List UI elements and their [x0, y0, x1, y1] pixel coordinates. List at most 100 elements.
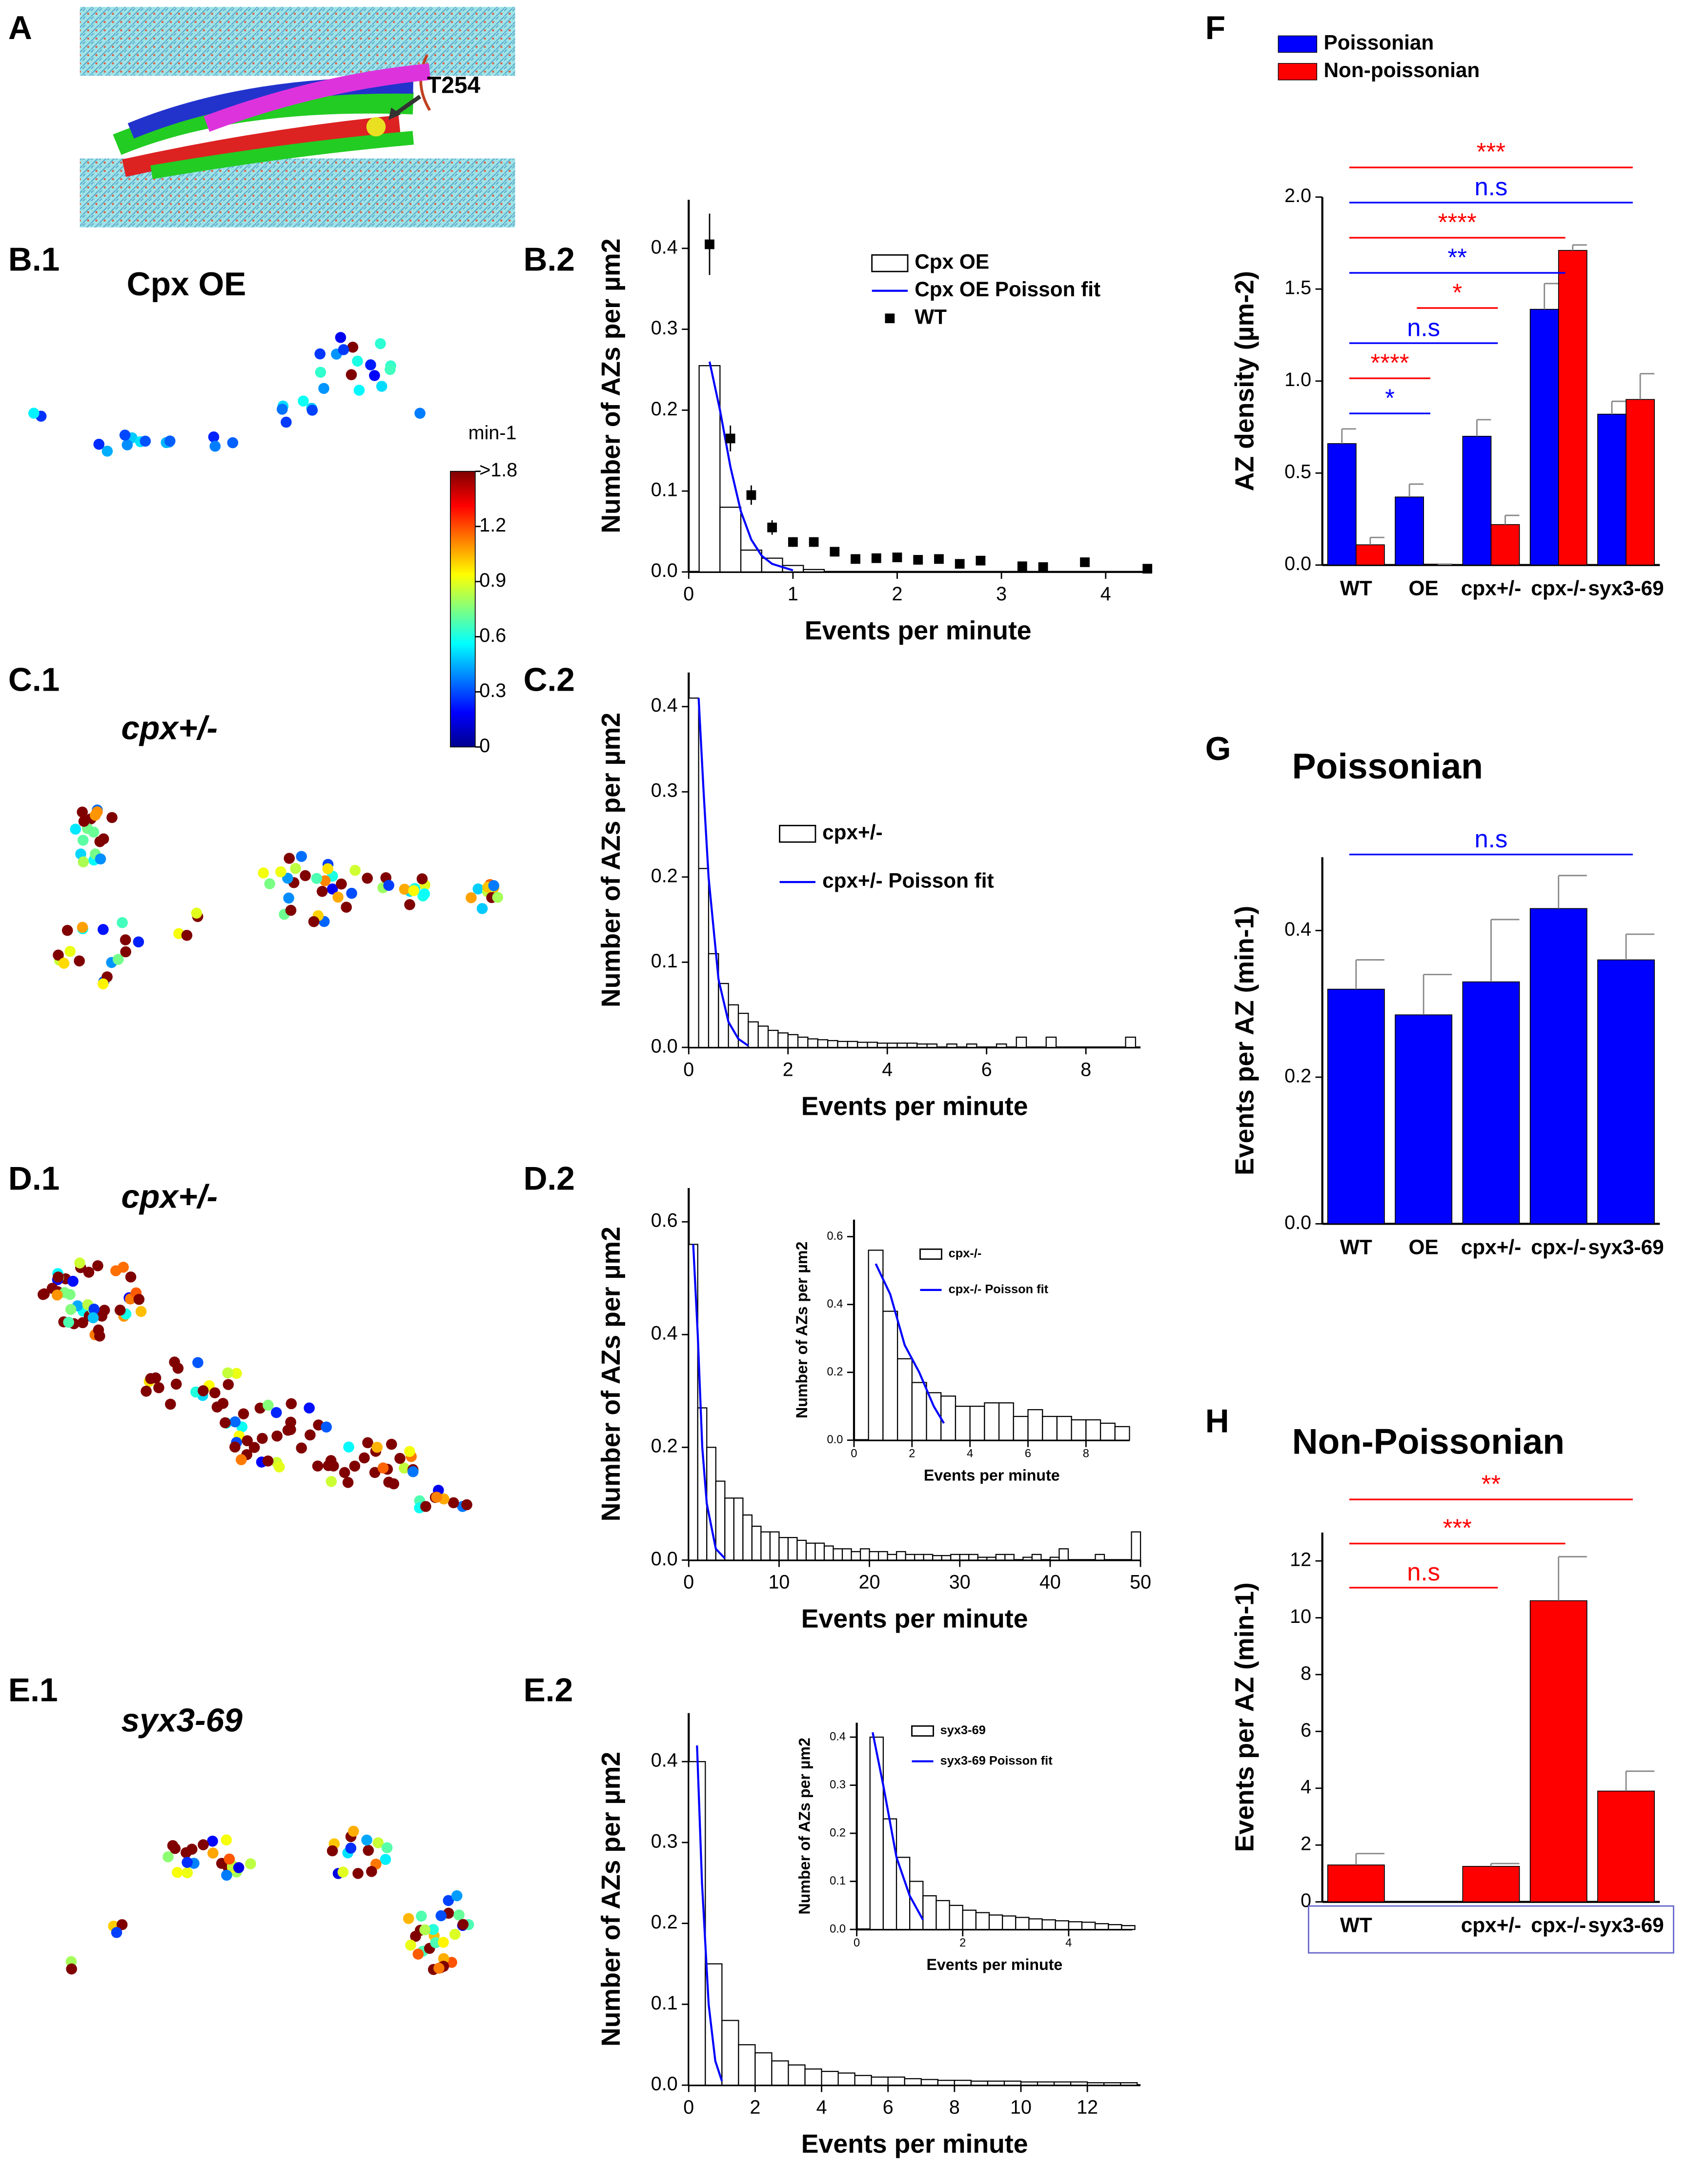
bar	[986, 1557, 996, 1561]
az-dot	[285, 1398, 297, 1410]
az-dot	[362, 873, 373, 884]
az-dot	[220, 1417, 231, 1429]
bar	[787, 1537, 798, 1561]
x-tick-label: OE	[1409, 577, 1439, 600]
bar	[887, 2076, 905, 2086]
bar	[1022, 1557, 1033, 1561]
az-dot	[221, 1834, 232, 1845]
marker	[871, 553, 881, 563]
bar	[996, 1043, 1007, 1048]
az-dot	[94, 836, 106, 847]
panel-a-image	[80, 7, 515, 227]
marker	[1017, 561, 1027, 572]
bar	[1058, 1548, 1069, 1561]
marker	[725, 433, 735, 444]
az-dot	[169, 1843, 181, 1854]
y-axis-label: AZ density (µm-2)	[1230, 271, 1260, 491]
x-tick-label: 3	[996, 583, 1007, 605]
az-dot	[64, 1289, 76, 1300]
az-dot	[65, 1304, 77, 1315]
y-tick-label: 10	[1290, 1606, 1311, 1627]
y-tick-label: 0.0	[651, 1035, 678, 1057]
colorbar-tick-label: >1.8	[479, 459, 517, 481]
bar	[1490, 524, 1520, 566]
az-dot	[376, 381, 387, 392]
colorbar-tick-label: 0.3	[479, 680, 506, 701]
az-dot	[300, 870, 311, 881]
x-tick-label: 1	[788, 583, 798, 605]
y-tick-label: 0.3	[651, 780, 678, 801]
bar	[754, 2052, 773, 2086]
az-dot	[451, 1890, 463, 1902]
az-dot	[466, 892, 477, 903]
bar	[896, 1043, 908, 1048]
az-dot	[229, 1441, 241, 1453]
bar	[1004, 1554, 1015, 1561]
az-dot	[296, 851, 307, 862]
bar	[1626, 399, 1655, 566]
colorbar-tick-label: 0.6	[479, 625, 506, 646]
bar	[1028, 1918, 1043, 1930]
bar	[821, 2070, 839, 2086]
bar	[1085, 1419, 1101, 1441]
bar	[782, 565, 804, 573]
marker	[705, 239, 714, 249]
x-tick-label: 2	[909, 1448, 915, 1460]
bar	[970, 2080, 989, 2086]
az-dot	[120, 946, 131, 958]
bar	[857, 1042, 868, 1048]
marker	[1080, 557, 1090, 567]
az-dot	[106, 812, 118, 823]
fit-line	[708, 361, 793, 572]
az-dot	[264, 878, 275, 890]
az-dot	[318, 383, 329, 394]
bar	[719, 507, 742, 573]
linker	[419, 54, 431, 111]
az-dot	[419, 888, 430, 900]
az-dot	[352, 1868, 364, 1879]
az-dot	[182, 1857, 193, 1868]
chart-title: Non-Poissonian	[1292, 1422, 1565, 1462]
bar	[932, 1555, 942, 1561]
error-bar	[1490, 1863, 1520, 1866]
az-dot	[386, 1438, 397, 1450]
az-dot	[223, 1379, 234, 1390]
az-dot	[275, 866, 286, 878]
x-tick-label: 4	[1065, 1937, 1072, 1949]
marker	[1038, 562, 1048, 572]
bar	[869, 1551, 879, 1561]
az-dot	[77, 835, 89, 846]
y-axis-label: Number of AZs per µm2	[596, 713, 626, 1007]
bar	[1015, 1917, 1030, 1930]
az-dot	[398, 1462, 410, 1474]
bar	[1020, 2081, 1038, 2086]
x-tick-label: 0	[683, 583, 694, 605]
legend-swatch	[885, 313, 895, 324]
y-tick-label: 1.5	[1284, 277, 1311, 299]
bar	[955, 1406, 971, 1441]
y-tick-label: 0.4	[651, 236, 678, 258]
bar	[688, 1761, 706, 2086]
az-dot	[87, 1312, 99, 1324]
az-dot	[52, 1271, 64, 1283]
az-dot	[377, 1462, 389, 1474]
az-dot	[338, 344, 349, 355]
colorbar-tick-label: 0.9	[479, 570, 506, 591]
x-tick-label: 8	[1083, 1448, 1089, 1460]
y-tick-label: 8	[1301, 1662, 1311, 1684]
error-bar	[1544, 283, 1559, 309]
az-dot	[353, 385, 365, 396]
bar	[1125, 1036, 1137, 1048]
az-dot	[217, 1397, 229, 1409]
az-dot	[207, 1835, 218, 1847]
x-axis-label: Events per minute	[924, 1467, 1060, 1484]
az-dot	[119, 430, 131, 441]
bar	[833, 1548, 843, 1561]
az-dot	[461, 1499, 472, 1511]
az-dot	[191, 907, 203, 919]
legend-swatch	[779, 824, 816, 843]
az-dot	[349, 1460, 361, 1472]
bar	[995, 1554, 1006, 1561]
x-tick-label: 40	[1039, 1572, 1061, 1593]
legend-swatch	[1278, 63, 1318, 81]
